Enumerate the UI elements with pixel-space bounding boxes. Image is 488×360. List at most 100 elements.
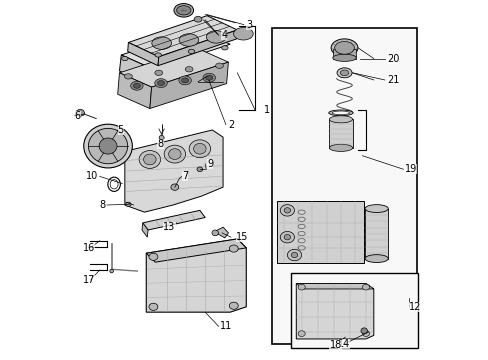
- Polygon shape: [118, 73, 151, 109]
- Ellipse shape: [330, 39, 357, 57]
- Polygon shape: [158, 30, 237, 66]
- Ellipse shape: [179, 76, 191, 85]
- Ellipse shape: [221, 46, 227, 50]
- Polygon shape: [149, 62, 228, 109]
- Polygon shape: [128, 16, 237, 57]
- Text: 14: 14: [337, 339, 349, 349]
- Ellipse shape: [328, 110, 352, 116]
- Ellipse shape: [185, 67, 193, 72]
- Ellipse shape: [130, 81, 143, 90]
- Bar: [332, 49, 356, 59]
- Ellipse shape: [88, 129, 127, 164]
- Ellipse shape: [110, 269, 113, 273]
- Ellipse shape: [291, 252, 297, 258]
- Ellipse shape: [124, 74, 132, 79]
- Text: 13: 13: [163, 222, 175, 232]
- Ellipse shape: [328, 116, 352, 123]
- Ellipse shape: [168, 149, 181, 159]
- Text: 3: 3: [246, 19, 252, 30]
- Text: 7: 7: [182, 171, 188, 181]
- Bar: [272, 28, 416, 344]
- Ellipse shape: [362, 284, 369, 290]
- Ellipse shape: [171, 184, 179, 190]
- Ellipse shape: [164, 145, 185, 163]
- Ellipse shape: [205, 75, 212, 80]
- Polygon shape: [127, 42, 159, 66]
- Ellipse shape: [284, 208, 290, 213]
- Text: 11: 11: [219, 321, 231, 332]
- Ellipse shape: [159, 135, 164, 140]
- Ellipse shape: [189, 140, 210, 158]
- Text: 17: 17: [83, 275, 95, 285]
- Ellipse shape: [229, 245, 238, 252]
- Ellipse shape: [362, 331, 369, 337]
- Ellipse shape: [149, 253, 158, 260]
- Polygon shape: [296, 284, 373, 339]
- Ellipse shape: [328, 144, 352, 152]
- Ellipse shape: [99, 138, 117, 154]
- Ellipse shape: [174, 4, 193, 17]
- Ellipse shape: [176, 6, 190, 15]
- Ellipse shape: [206, 31, 225, 43]
- Polygon shape: [119, 48, 228, 87]
- Ellipse shape: [287, 249, 301, 261]
- Ellipse shape: [229, 302, 238, 309]
- Ellipse shape: [298, 331, 305, 337]
- Ellipse shape: [194, 17, 202, 22]
- Polygon shape: [119, 55, 153, 85]
- Text: 2: 2: [228, 120, 234, 130]
- Text: 4: 4: [221, 30, 227, 40]
- Polygon shape: [146, 239, 246, 312]
- Ellipse shape: [179, 34, 198, 46]
- Ellipse shape: [334, 41, 354, 54]
- Ellipse shape: [212, 230, 218, 236]
- Ellipse shape: [365, 255, 387, 262]
- Ellipse shape: [284, 234, 290, 240]
- Ellipse shape: [155, 53, 161, 57]
- Text: 9: 9: [206, 159, 213, 169]
- Polygon shape: [214, 227, 228, 238]
- Text: 20: 20: [386, 54, 399, 64]
- Ellipse shape: [188, 49, 194, 54]
- Text: 18: 18: [329, 340, 341, 350]
- Text: 8: 8: [157, 139, 163, 149]
- Bar: [328, 119, 352, 148]
- Text: 1: 1: [264, 105, 270, 115]
- Ellipse shape: [193, 143, 205, 154]
- Ellipse shape: [181, 78, 188, 83]
- Ellipse shape: [83, 124, 132, 168]
- Ellipse shape: [143, 154, 156, 165]
- Text: 8: 8: [100, 200, 106, 210]
- Text: 10: 10: [85, 171, 98, 181]
- Ellipse shape: [331, 111, 349, 114]
- Text: 19: 19: [405, 164, 417, 174]
- Ellipse shape: [360, 328, 366, 334]
- Ellipse shape: [125, 202, 131, 206]
- Bar: [290, 273, 417, 348]
- Ellipse shape: [280, 204, 294, 216]
- Ellipse shape: [197, 167, 203, 172]
- Text: 16: 16: [83, 243, 95, 253]
- Polygon shape: [142, 210, 205, 230]
- Ellipse shape: [154, 78, 167, 87]
- Ellipse shape: [152, 37, 171, 49]
- Ellipse shape: [280, 231, 294, 243]
- Ellipse shape: [340, 70, 348, 76]
- Text: 15: 15: [235, 232, 247, 242]
- Text: 6: 6: [75, 111, 81, 121]
- Ellipse shape: [139, 150, 160, 168]
- Ellipse shape: [203, 73, 215, 82]
- Polygon shape: [76, 109, 84, 116]
- Text: 21: 21: [386, 75, 399, 85]
- Polygon shape: [146, 239, 246, 262]
- Polygon shape: [142, 223, 148, 237]
- Ellipse shape: [332, 54, 356, 62]
- Polygon shape: [277, 202, 364, 263]
- Ellipse shape: [122, 57, 128, 61]
- Ellipse shape: [365, 204, 387, 212]
- Polygon shape: [296, 284, 373, 289]
- Ellipse shape: [233, 27, 253, 40]
- Ellipse shape: [157, 81, 164, 86]
- Ellipse shape: [155, 70, 163, 76]
- Text: 12: 12: [408, 302, 420, 312]
